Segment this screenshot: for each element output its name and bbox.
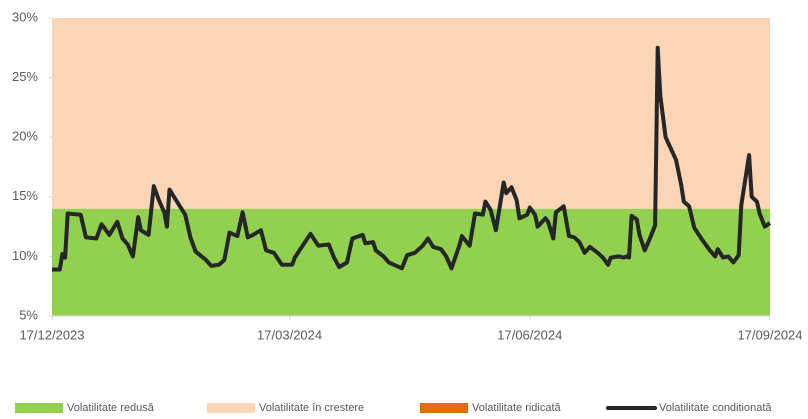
series-line — [52, 45, 772, 272]
legend-label: Volatilitate redusă — [67, 402, 155, 414]
legend-swatch — [207, 403, 255, 413]
legend-label: Volatilitate conditionată — [659, 402, 772, 414]
y-tick-label: 5% — [19, 307, 38, 322]
x-tick-label: 17/06/2024 — [497, 327, 562, 342]
y-tick-label: 25% — [12, 69, 38, 84]
y-tick-label: 20% — [12, 129, 38, 144]
band — [52, 208, 770, 316]
x-tick-label: 17/12/2023 — [19, 327, 84, 342]
y-tick-label: 10% — [12, 248, 38, 263]
legend-swatch — [420, 403, 468, 413]
y-tick-label: 15% — [12, 188, 38, 203]
legend-label: Volatilitate în crestere — [259, 402, 364, 414]
x-tick-label: 17/09/2024 — [737, 327, 802, 342]
y-tick-label: 30% — [12, 9, 38, 24]
legend-swatch — [15, 403, 63, 413]
band — [52, 18, 770, 209]
legend-label: Volatilitate ridicată — [472, 402, 562, 414]
x-tick-label: 17/03/2024 — [257, 327, 322, 342]
